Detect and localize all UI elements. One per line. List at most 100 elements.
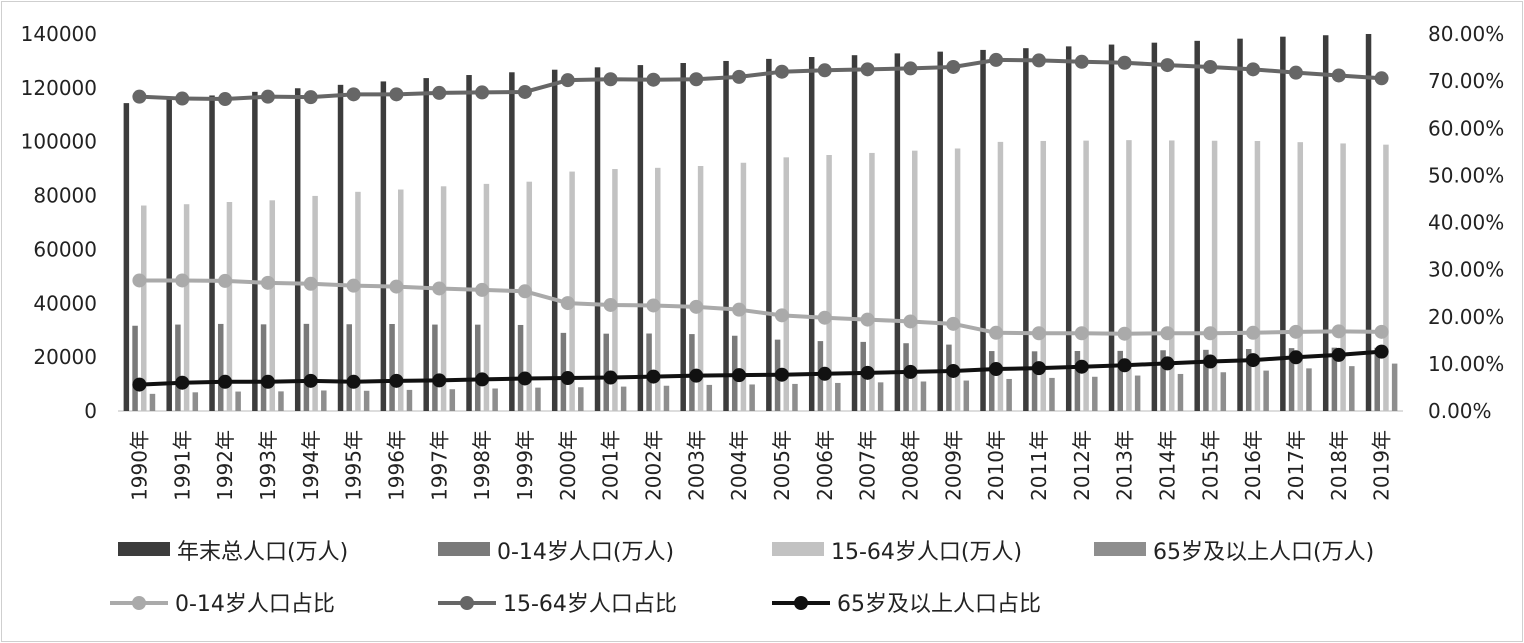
bar-1-2016年 (1237, 38, 1243, 412)
bar-1-1991年 (166, 99, 172, 411)
point-1-2008年 (903, 314, 918, 329)
point-3-2016年 (1246, 353, 1261, 368)
point-2-2000年 (560, 73, 575, 88)
bar-1-2005年 (766, 58, 772, 412)
point-1-1999年 (517, 284, 532, 299)
x-tick-label: 1995年 (342, 430, 366, 501)
bar-4-1999年 (535, 387, 541, 411)
legend-label: 65岁及以上人口占比 (837, 592, 1041, 617)
point-1-2012年 (1074, 326, 1089, 341)
point-1-2018年 (1331, 324, 1346, 339)
bar-2-1996年 (389, 323, 395, 411)
bar-2-2019年 (1374, 347, 1380, 411)
bar-3-2001年 (612, 169, 618, 411)
bar-1-1996年 (380, 81, 387, 412)
bar-4-2004年 (749, 384, 755, 411)
bar-4-2013年 (1134, 375, 1141, 411)
bar-1-2014年 (1151, 42, 1158, 411)
y-tick-label: 40000 (33, 291, 97, 315)
bar-1-2001年 (594, 67, 601, 411)
point-3-1999年 (517, 371, 532, 386)
point-1-2016年 (1246, 325, 1261, 340)
bar-2-2016年 (1245, 349, 1252, 411)
bar-1-2011年 (1023, 48, 1029, 412)
bar-3-2015年 (1211, 140, 1218, 411)
x-axis: 1990年 1991年 1992年 1993年 1994年 1995年 1996年 1997年… (127, 430, 1393, 501)
bar-4-2011年 (1049, 377, 1055, 411)
point-3-1994年 (303, 373, 318, 388)
legend-label: 15-64岁人口占比 (503, 592, 677, 617)
x-tick-label: 1990年 (127, 430, 151, 501)
bar-2-1995年 (346, 324, 352, 411)
bar-4-2005年 (792, 383, 798, 411)
x-tick-label: 1994年 (299, 430, 323, 501)
bar-1-2017年 (1280, 36, 1286, 411)
point-3-2019年 (1374, 344, 1389, 359)
y2-tick-label: 10.00% (1428, 352, 1504, 376)
bar-3-2011年 (1040, 140, 1047, 411)
y-tick-label: 0 (84, 399, 97, 423)
bar-1-1993年 (252, 91, 258, 411)
x-tick-label: 1992年 (213, 430, 237, 501)
point-3-1990年 (132, 377, 147, 392)
bar-3-1997年 (440, 186, 447, 411)
bar-2-2018年 (1331, 347, 1338, 411)
x-tick-label: 2014年 (1155, 430, 1179, 501)
x-tick-label: 2008年 (898, 430, 922, 501)
x-tick-label: 2016年 (1241, 430, 1265, 501)
bar-1-1999年 (509, 72, 515, 411)
point-3-1993年 (260, 374, 275, 389)
point-1-1990年 (132, 273, 147, 288)
point-1-1998年 (475, 282, 490, 297)
point-1-2004年 (732, 302, 747, 317)
bar-4-2014年 (1177, 373, 1184, 411)
y-tick-label: 20000 (33, 345, 97, 369)
bar-1-2002年 (637, 65, 644, 411)
point-3-1998年 (475, 372, 490, 387)
point-3-1995年 (346, 374, 361, 389)
bar-4-1997年 (449, 389, 456, 411)
bar-3-2003年 (697, 166, 704, 411)
bar-4-2001年 (620, 386, 627, 411)
point-2-2013年 (1117, 55, 1132, 70)
line-layer (132, 52, 1389, 392)
point-3-2015年 (1203, 354, 1218, 369)
bar-2-1997年 (432, 324, 438, 411)
bar-3-1994年 (312, 195, 318, 411)
x-tick-label: 1998年 (470, 430, 494, 501)
legend-marker-3 (794, 596, 808, 610)
y2-tick-label: 60.00% (1428, 116, 1504, 140)
point-2-1999年 (517, 84, 532, 99)
line-series-1 (139, 278, 1382, 336)
bar-2-1998年 (474, 324, 481, 411)
point-2-2008年 (903, 61, 918, 76)
bar-4-2012年 (1092, 376, 1098, 411)
point-2-2017年 (1288, 65, 1303, 80)
point-2-1990年 (132, 89, 147, 104)
bar-1-2015年 (1194, 40, 1200, 411)
x-tick-label: 2005年 (770, 430, 794, 501)
bar-3-2006年 (826, 154, 832, 411)
bar-1-2010年 (980, 49, 986, 411)
bar-1-1992年 (209, 95, 215, 412)
bar-4-2008年 (920, 381, 927, 411)
bar-1-2000年 (551, 69, 558, 411)
bar-1-2013年 (1108, 44, 1115, 411)
legend-swatch-bar-3 (772, 542, 824, 556)
bar-4-2000年 (578, 387, 584, 411)
point-3-2011年 (1031, 361, 1046, 376)
bar-3-2009年 (954, 148, 961, 412)
point-2-1992年 (218, 92, 233, 107)
point-3-1997年 (432, 373, 447, 388)
bar-3-2010年 (997, 141, 1004, 412)
x-tick-label: 1991年 (170, 430, 194, 501)
legend-swatch-bar-4 (1094, 542, 1146, 556)
y-tick-label: 80000 (33, 184, 97, 208)
x-tick-label: 2017年 (1284, 430, 1308, 501)
bar-2-2011年 (1031, 351, 1038, 411)
bar-2-1993年 (260, 324, 267, 411)
x-tick-label: 2019年 (1370, 430, 1394, 501)
y2-tick-label: 30.00% (1428, 258, 1504, 282)
point-3-2000年 (560, 371, 575, 386)
